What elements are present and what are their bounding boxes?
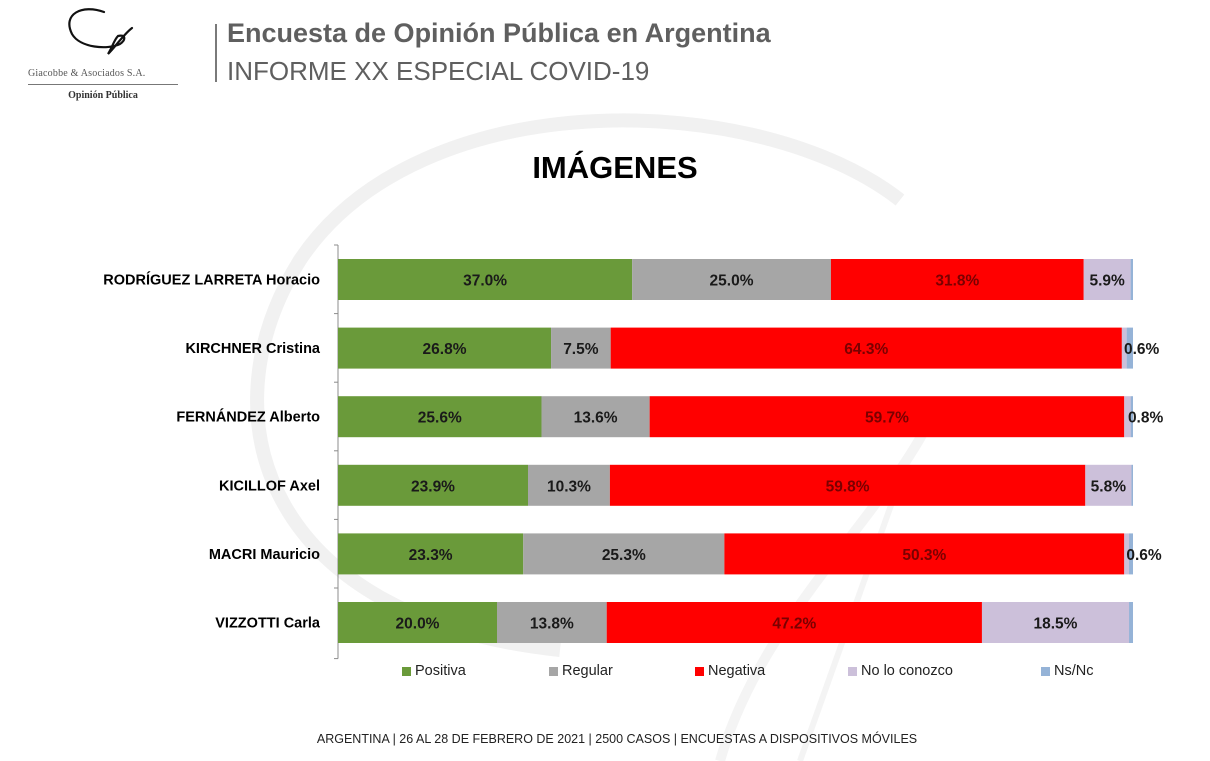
data-label: 0.6% [1126,547,1162,564]
data-label: 31.8% [935,273,979,290]
data-label: 10.3% [547,478,591,495]
data-label: 23.9% [411,478,455,495]
legend-item: Ns/Nc [1041,663,1093,679]
category-label: MACRI Mauricio [209,547,320,563]
data-label: 64.3% [844,341,888,358]
data-label: 20.0% [396,616,440,633]
legend-item: Regular [549,663,613,679]
bar-segment-ns-nc [1130,396,1133,438]
legend-swatch [848,666,857,676]
legend-swatch [1041,666,1050,676]
data-label: 5.8% [1091,478,1127,495]
bar-segment-positiva [338,464,529,506]
bar-segment-regular [497,602,607,643]
bar-segment-negativa [610,327,1122,369]
legend-item: Positiva [402,663,466,679]
data-label: 13.8% [530,616,574,633]
data-label: 37.0% [463,273,507,290]
data-label: 25.0% [710,273,754,290]
data-label: 18.5% [1034,616,1078,633]
bar-segment-regular [541,396,650,438]
bar-segment-no-lo-conozco [1083,259,1131,300]
chart-legend: Positiva Regular Negativa No lo conozco Ns/N… [0,663,1210,683]
data-label: 23.3% [409,547,453,564]
data-label: 25.3% [602,547,646,564]
data-label: 47.2% [772,616,816,633]
data-label: 0.6% [1124,341,1160,358]
category-label: KIRCHNER Cristina [185,341,320,357]
data-label: 7.5% [563,341,599,358]
legend-swatch [695,666,704,676]
data-label: 26.8% [423,341,467,358]
bar-segment-ns-nc [1129,533,1133,575]
bar-segment-ns-nc [1129,602,1133,643]
legend-label: Positiva [415,663,466,679]
legend-label: Negativa [708,663,766,679]
bar-segment-positiva [338,602,497,643]
bar-segment-positiva [338,259,633,300]
logo-company-name: Giacobbe & Asociados S.A. [28,68,146,79]
data-label: 59.7% [865,410,909,427]
data-label: 0.8% [1128,410,1164,427]
data-label: 25.6% [418,410,462,427]
legend-swatch [549,666,558,676]
bar-segment-no-lo-conozco [1121,327,1127,369]
chart-title: IMÁGENES [532,150,698,185]
logo-divider [28,84,178,85]
bar-segment-regular [551,327,611,369]
data-label: 50.3% [902,547,946,564]
bar-segment-positiva [338,533,524,575]
bar-segment-positiva [338,396,542,438]
category-label: RODRÍGUEZ LARRETA Horacio [103,272,320,289]
data-label: 5.9% [1089,273,1125,290]
bar-segment-no-lo-conozco [1124,396,1131,438]
legend-item: No lo conozco [848,663,953,679]
page-subtitle: INFORME XX ESPECIAL COVID-19 [227,56,650,86]
bar-segment-no-lo-conozco [1085,464,1132,506]
data-label: 13.6% [574,410,618,427]
bar-segment-negativa [606,602,982,643]
header-divider [215,24,217,82]
bar-segment-negativa [609,464,1086,506]
bar-segment-ns-nc [1131,464,1133,506]
bar-segment-no-lo-conozco [1124,533,1130,575]
legend-label: No lo conozco [861,663,953,679]
bar-segment-no-lo-conozco [981,602,1130,643]
footer-note: ARGENTINA | 26 AL 28 DE FEBRERO DE 2021 … [316,732,918,746]
bar-segment-negativa [830,259,1084,300]
bar-segment-ns-nc [1130,259,1133,300]
page-title: Encuesta de Opinión Pública en Argentina [227,18,771,48]
category-label: KICILLOF Axel [219,478,320,494]
bar-segment-ns-nc [1126,327,1133,369]
legend-swatch [402,666,411,676]
legend-label: Regular [562,663,613,679]
legend-item: Negativa [695,663,765,679]
logo-subtitle: Opinión Pública [68,90,138,101]
bar-segment-regular [528,464,610,506]
legend-label: Ns/Nc [1054,663,1094,679]
bar-segment-regular [523,533,725,575]
bar-segment-positiva [338,327,552,369]
bar-segment-regular [632,259,831,300]
data-label: 59.8% [826,478,870,495]
category-label: VIZZOTTI Carla [215,616,321,632]
bar-segment-negativa [649,396,1125,438]
category-label: FERNÁNDEZ Alberto [176,409,320,426]
company-logo-icon [68,8,134,55]
bar-segment-negativa [724,533,1125,575]
